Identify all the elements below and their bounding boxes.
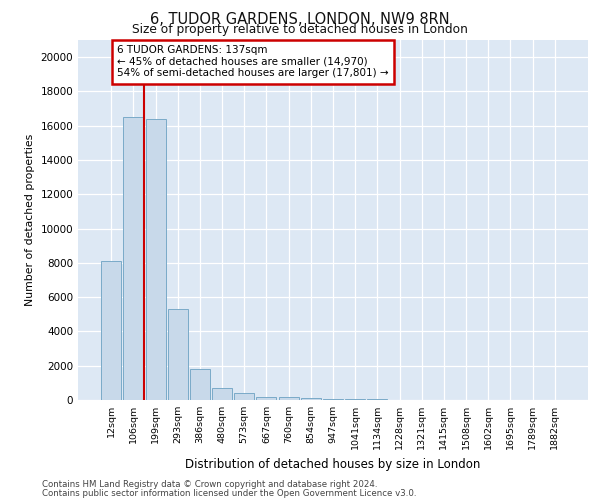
Bar	[146, 119, 166, 400]
Y-axis label: Number of detached properties: Number of detached properties	[25, 134, 35, 306]
X-axis label: Distribution of detached houses by size in London: Distribution of detached houses by size …	[185, 458, 481, 470]
Text: 6 TUDOR GARDENS: 137sqm
← 45% of detached houses are smaller (14,970)
54% of sem: 6 TUDOR GARDENS: 137sqm ← 45% of detache…	[118, 45, 389, 78]
Bar	[256, 396, 277, 400]
Text: 6, TUDOR GARDENS, LONDON, NW9 8RN: 6, TUDOR GARDENS, LONDON, NW9 8RN	[150, 12, 450, 26]
Bar	[234, 393, 254, 400]
Bar	[168, 309, 188, 400]
Bar	[212, 388, 232, 400]
Bar	[278, 398, 299, 400]
Bar	[345, 399, 365, 400]
Text: Contains public sector information licensed under the Open Government Licence v3: Contains public sector information licen…	[42, 488, 416, 498]
Bar	[301, 398, 321, 400]
Bar	[124, 117, 143, 400]
Text: Size of property relative to detached houses in London: Size of property relative to detached ho…	[132, 22, 468, 36]
Bar	[323, 399, 343, 400]
Text: Contains HM Land Registry data © Crown copyright and database right 2024.: Contains HM Land Registry data © Crown c…	[42, 480, 377, 489]
Bar	[190, 369, 210, 400]
Bar	[101, 261, 121, 400]
